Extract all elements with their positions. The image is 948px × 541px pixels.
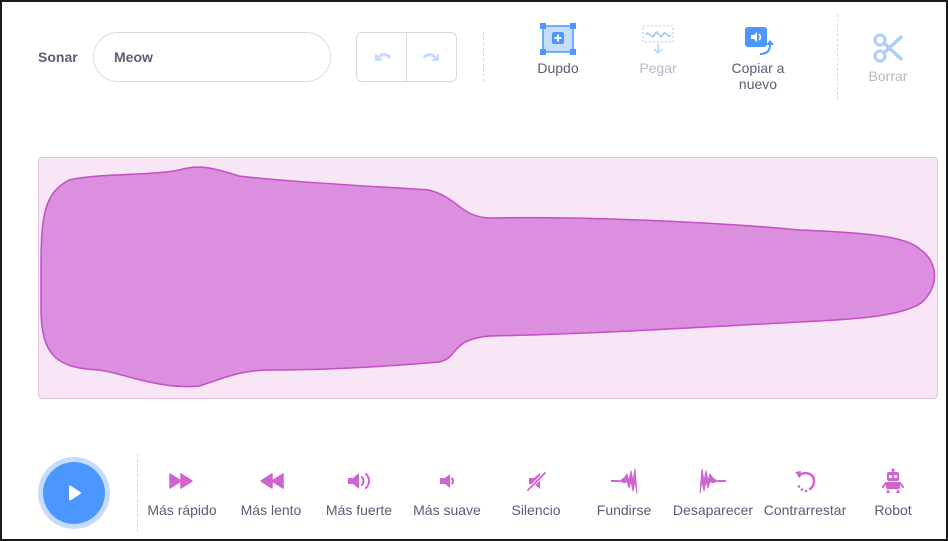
play-button-ring <box>38 457 110 529</box>
sound-name-input[interactable] <box>93 32 331 82</box>
copy-selection-icon <box>540 23 576 55</box>
effect-faster-button[interactable]: Más rápido <box>142 468 222 518</box>
copy-to-new-label-line2: nuevo <box>738 76 778 92</box>
effect-fade-in-label: Fundirse <box>596 502 652 518</box>
fade-in-icon <box>611 468 638 494</box>
volume-down-icon <box>440 474 455 488</box>
effect-slower-button[interactable]: Más lento <box>232 468 310 518</box>
copy-button[interactable]: Dupdo <box>528 22 588 76</box>
effect-fade-out-button[interactable]: Desaparecer <box>666 468 760 518</box>
effect-robot-label: Robot <box>874 502 912 518</box>
volume-up-icon <box>348 473 370 489</box>
rewind-icon <box>260 473 284 489</box>
effect-softer-button[interactable]: Más suave <box>406 468 488 518</box>
copy-to-new-icon <box>745 27 774 55</box>
effect-robot-button[interactable]: Robot <box>864 468 922 518</box>
effect-fade-in-button[interactable]: Fundirse <box>588 468 660 518</box>
play-button[interactable] <box>43 462 105 524</box>
reverse-icon <box>795 471 816 493</box>
redo-button[interactable] <box>406 33 456 81</box>
effect-louder-label: Más fuerte <box>325 502 393 518</box>
effects-divider <box>137 454 138 532</box>
mute-icon <box>526 471 547 492</box>
effect-reverse-button[interactable]: Contrarrestar <box>758 468 852 518</box>
waveform-shape <box>40 166 936 388</box>
play-icon <box>69 485 81 501</box>
paste-button[interactable]: Pegar <box>628 22 688 76</box>
robot-icon <box>882 468 904 493</box>
undo-redo-group <box>356 32 457 82</box>
undo-arrow-icon <box>374 53 391 61</box>
effect-mute-button[interactable]: Silencio <box>498 468 574 518</box>
fast-forward-icon <box>169 473 193 489</box>
effect-louder-button[interactable]: Más fuerte <box>318 468 400 518</box>
effect-softer-label: Más suave <box>413 502 481 518</box>
effect-reverse-label: Contrarrestar <box>763 502 847 518</box>
toolbar-divider <box>837 14 838 100</box>
scissors-icon <box>873 33 903 63</box>
toolbar-divider <box>483 32 484 82</box>
waveform-container[interactable] <box>38 157 938 399</box>
fade-out-icon <box>699 468 726 494</box>
undo-button[interactable] <box>357 33 406 81</box>
delete-button[interactable]: Borrar <box>858 30 918 84</box>
effect-fade-out-label: Desaparecer <box>672 502 754 518</box>
effect-slower-label: Más lento <box>240 502 302 518</box>
copy-to-new-label-line1: Copiar a <box>731 60 785 76</box>
paste-label: Pegar <box>639 60 677 76</box>
sound-name-label: Sonar <box>38 49 78 65</box>
copy-to-new-button[interactable]: Copiar a nuevo <box>718 22 798 92</box>
redo-arrow-icon <box>422 53 439 61</box>
delete-label: Borrar <box>868 68 908 84</box>
paste-waveform-icon <box>642 25 674 55</box>
copy-label: Dupdo <box>537 60 579 76</box>
effect-mute-label: Silencio <box>511 502 561 518</box>
effect-faster-label: Más rápido <box>147 502 217 518</box>
